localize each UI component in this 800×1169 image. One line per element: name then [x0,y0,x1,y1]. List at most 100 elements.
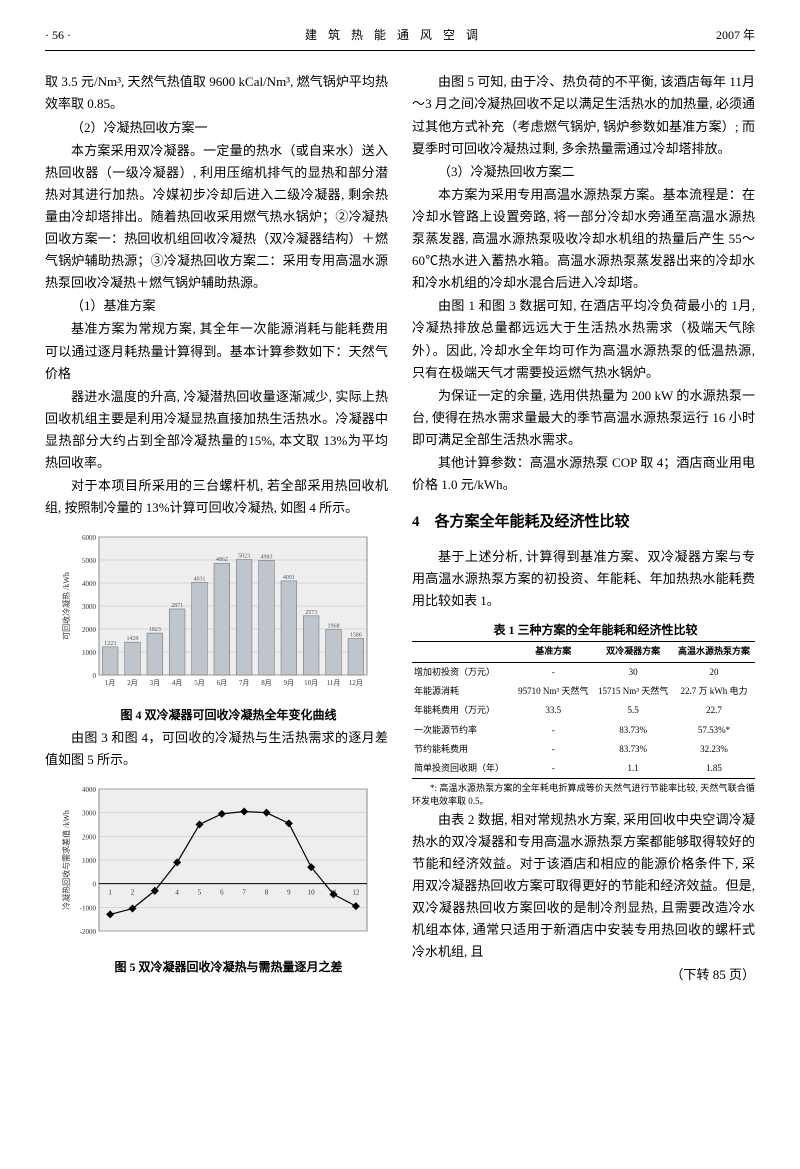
figure-5: -2000-1000010002000300040001234567891011… [45,779,388,949]
paragraph: 器进水温度的升高, 冷凝潜热回收量逐渐减少, 实际上热回收机组主要是利用冷凝显热… [45,386,388,474]
svg-text:4862: 4862 [215,557,227,563]
table-header: 基准方案 [513,642,593,662]
table-cell: 一次能源节约率 [412,721,513,740]
table-header [412,642,513,662]
table-cell: 15715 Nm³ 天然气 [593,682,673,701]
table-cell: 节约能耗费用 [412,740,513,759]
svg-text:4月: 4月 [171,679,182,687]
page-header: · 56 · 建 筑 热 能 通 风 空 调 2007 年 [45,25,755,51]
svg-text:9月: 9月 [283,679,294,687]
svg-text:5月: 5月 [194,679,205,687]
table-cell: 22.7 万 kWh 电力 [673,682,755,701]
svg-text:12: 12 [352,889,360,897]
table-cell: 增加初投资（万元） [412,662,513,682]
svg-text:12月: 12月 [348,679,362,687]
svg-text:可回收冷凝热 /kWh: 可回收冷凝热 /kWh [61,572,71,640]
table-cell: 30 [593,662,673,682]
page-number: · 56 · [45,25,71,45]
svg-text:1000: 1000 [82,649,97,657]
svg-text:7: 7 [242,889,246,897]
table-cell: 简单投资回收期（年） [412,759,513,779]
table-cell: - [513,721,593,740]
svg-text:10: 10 [307,889,315,897]
paragraph: 为保证一定的余量, 选用供热量为 200 kW 的水源热泵一台, 使得在热水需求… [412,385,755,451]
paragraph: （3）冷凝热回收方案二 [412,161,755,183]
svg-text:4: 4 [175,889,179,897]
svg-text:-2000: -2000 [79,928,96,936]
svg-text:3000: 3000 [82,810,97,818]
paragraph: 本方案采用双冷凝器。一定量的热水（或自来水）送入热回收器（一级冷凝器）, 利用压… [45,140,388,295]
svg-text:11月: 11月 [326,679,340,687]
svg-text:1000: 1000 [82,857,97,865]
svg-text:2000: 2000 [82,833,97,841]
svg-text:2月: 2月 [127,679,138,687]
svg-text:8月: 8月 [261,679,272,687]
svg-text:2: 2 [130,889,134,897]
paragraph: 本方案为采用专用高温水源热泵方案。基本流程是：在冷却水管路上设置旁路, 将一部分… [412,184,755,294]
table-header: 双冷凝器方案 [593,642,673,662]
svg-text:-1000: -1000 [79,904,96,912]
svg-text:1823: 1823 [148,627,160,633]
paragraph: 由图 5 可知, 由于冷、热负荷的不平衡, 该酒店每年 11月～3 月之间冷凝热… [412,71,755,159]
svg-text:4091: 4091 [282,575,294,581]
svg-text:6: 6 [220,889,224,897]
section-4-title: 4 各方案全年能耗及经济性比较 [412,510,755,536]
figure-4: 0 1000 2000 3000 4000 5000 6000 1223 1月 1429 2月 182… [45,527,388,697]
svg-text:4000: 4000 [82,786,97,794]
svg-text:0: 0 [92,881,96,889]
body-text: 取 3.5 元/Nm³, 天然气热值取 9600 kCal/Nm³, 燃气锅炉平… [45,71,755,986]
svg-text:1月: 1月 [104,679,115,687]
svg-text:2000: 2000 [82,626,97,634]
table-cell: - [513,759,593,779]
table-cell: 5.5 [593,701,673,720]
table-header: 高温水源热泵方案 [673,642,755,662]
svg-text:1: 1 [108,889,112,897]
paragraph: （2）冷凝热回收方案一 [45,117,388,139]
svg-text:0: 0 [92,672,96,680]
table-cell: - [513,740,593,759]
table-cell: 95710 Nm³ 天然气 [513,682,593,701]
table-cell: - [513,662,593,682]
table-cell: 1.85 [673,759,755,779]
table-cell: 33.5 [513,701,593,720]
svg-text:3月: 3月 [149,679,160,687]
table-cell: 57.53%* [673,721,755,740]
svg-text:6月: 6月 [216,679,227,687]
fig4-chart: 0 1000 2000 3000 4000 5000 6000 1223 1月 1429 2月 182… [57,527,377,697]
table-cell: 22.7 [673,701,755,720]
table-cell: 83.73% [593,721,673,740]
table-cell: 32.23% [673,740,755,759]
svg-text:1429: 1429 [126,636,138,642]
svg-text:1586: 1586 [349,633,361,639]
fig5-chart: -2000-1000010002000300040001234567891011… [57,779,377,949]
table1-note: *: 高温水源热泵方案的全年耗电折算成等价天然气进行节能率比较, 天然气联合循环… [412,782,755,807]
journal-title: 建 筑 热 能 通 风 空 调 [305,25,482,45]
table-cell: 年能耗费用（万元） [412,701,513,720]
paragraph: 由表 2 数据, 相对常规热水方案, 采用回收中央空调冷凝热水的双冷凝器和专用高… [412,809,755,964]
table-cell: 20 [673,662,755,682]
paragraph: 取 3.5 元/Nm³, 天然气热值取 9600 kCal/Nm³, 燃气锅炉平… [45,71,388,115]
paragraph: 由图 3 和图 4，可回收的冷凝热与生活热需求的逐月差值如图 5 所示。 [45,727,388,771]
fig5-caption: 图 5 双冷凝器回收冷凝热与需热量逐月之差 [45,957,388,977]
paragraph: 其他计算参数：高温水源热泵 COP 取 4；酒店商业用电价格 1.0 元/kWh… [412,452,755,496]
svg-text:4983: 4983 [260,555,272,561]
svg-text:1223: 1223 [104,641,116,647]
svg-text:4031: 4031 [193,577,205,583]
continued-note: （下转 85 页） [412,964,755,986]
svg-text:5000: 5000 [82,557,97,565]
svg-text:2573: 2573 [305,610,317,616]
paragraph: 基于上述分析, 计算得到基准方案、双冷凝器方案与专用高温水源热泵方案的初投资、年… [412,546,755,612]
table-cell: 1.1 [593,759,673,779]
table1-title: 表 1 三种方案的全年能耗和经济性比较 [412,620,755,640]
svg-text:4000: 4000 [82,580,97,588]
svg-text:5: 5 [197,889,201,897]
svg-text:5023: 5023 [238,554,250,560]
svg-text:6000: 6000 [82,534,97,542]
table-cell: 年能源消耗 [412,682,513,701]
svg-text:10月: 10月 [304,679,318,687]
svg-text:8: 8 [264,889,268,897]
svg-text:7月: 7月 [238,679,249,687]
year: 2007 年 [716,25,755,45]
svg-text:冷凝热回收与需求差值 /kWh: 冷凝热回收与需求差值 /kWh [61,810,71,910]
svg-text:3000: 3000 [82,603,97,611]
